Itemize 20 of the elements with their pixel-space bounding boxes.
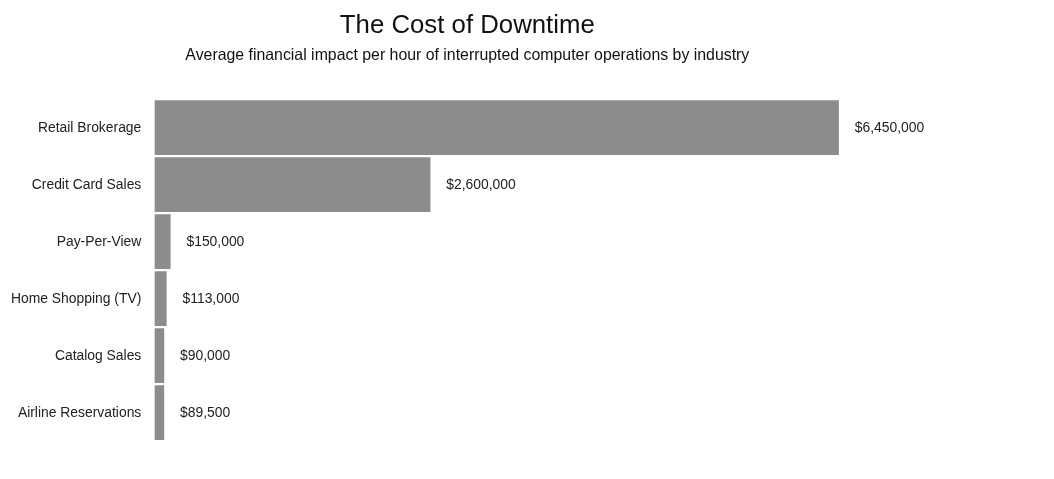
data-label: $89,500 xyxy=(180,403,231,420)
data-label: $150,000 xyxy=(186,232,245,249)
chart-subtitle: Average financial impact per hour of interrupted computer operations by industry xyxy=(185,46,750,64)
data-label: $90,000 xyxy=(180,346,231,363)
data-label: $6,450,000 xyxy=(854,118,925,135)
bar xyxy=(154,100,839,155)
data-label: $2,600,000 xyxy=(446,175,517,192)
y-tick-label: Credit Card Sales xyxy=(31,175,142,192)
bar xyxy=(154,328,165,383)
bar xyxy=(154,157,431,212)
data-label: $113,000 xyxy=(182,289,240,306)
bar xyxy=(154,214,171,269)
bar xyxy=(154,271,167,326)
y-tick-label: Pay-Per-View xyxy=(56,232,143,249)
chart-title: The Cost of Downtime xyxy=(339,9,595,38)
y-tick-label: Home Shopping (TV) xyxy=(10,289,142,306)
bar xyxy=(154,385,165,441)
y-tick-label: Catalog Sales xyxy=(54,346,142,363)
y-tick-label: Airline Reservations xyxy=(17,403,142,420)
y-tick-label: Retail Brokerage xyxy=(37,118,142,135)
